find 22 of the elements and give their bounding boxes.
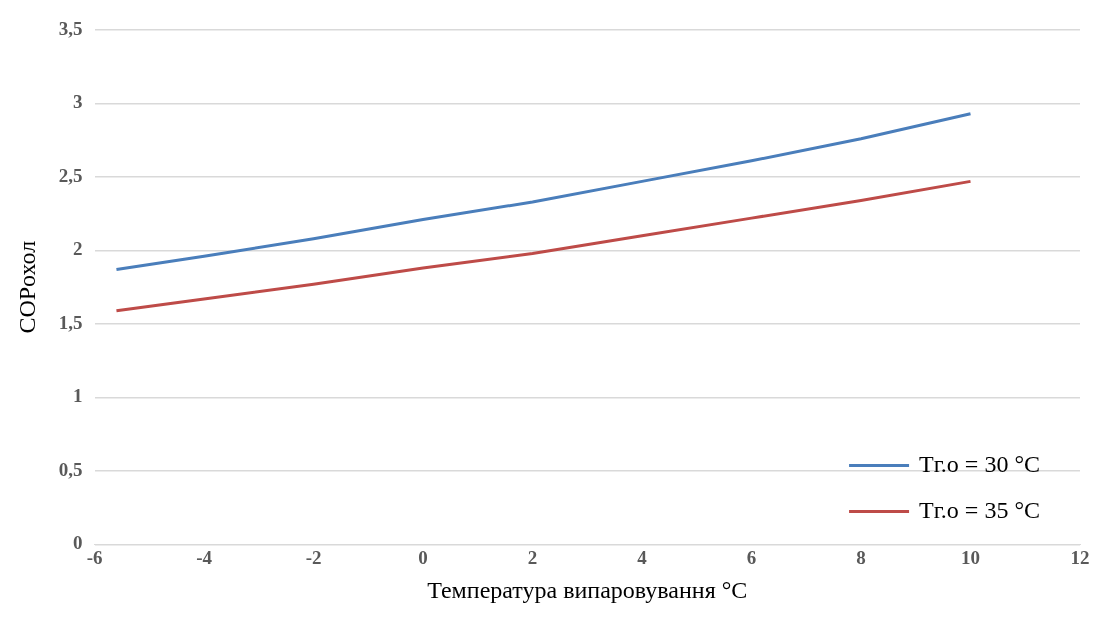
y-tick-label: 0,5 xyxy=(58,458,83,480)
y-tick-label: 3 xyxy=(73,91,83,113)
y-tick-label: 0 xyxy=(73,532,83,554)
x-tick-label: -4 xyxy=(196,546,213,568)
x-tick-label: 4 xyxy=(637,546,648,568)
x-tick-label: -6 xyxy=(86,546,103,568)
legend-label: Тг.о = 35 °C xyxy=(919,496,1040,523)
y-tick-label: 1 xyxy=(73,385,83,407)
y-axis-title: COPохол xyxy=(13,240,40,334)
x-axis-title: Температура випаровування °C xyxy=(427,576,748,603)
y-tick-label: 2,5 xyxy=(58,164,83,186)
x-tick-label: 2 xyxy=(527,546,538,568)
x-tick-label: 6 xyxy=(746,546,757,568)
x-tick-label: 12 xyxy=(1070,546,1090,568)
y-tick-label: 1,5 xyxy=(58,311,83,333)
legend-label: Тг.о = 30 °C xyxy=(919,450,1040,477)
x-tick-label: 10 xyxy=(961,546,981,568)
x-tick-label: -2 xyxy=(305,546,322,568)
y-tick-label: 3,5 xyxy=(58,17,83,39)
x-tick-label: 0 xyxy=(418,546,428,568)
y-tick-label: 2 xyxy=(73,238,83,260)
x-tick-label: 8 xyxy=(856,546,866,568)
